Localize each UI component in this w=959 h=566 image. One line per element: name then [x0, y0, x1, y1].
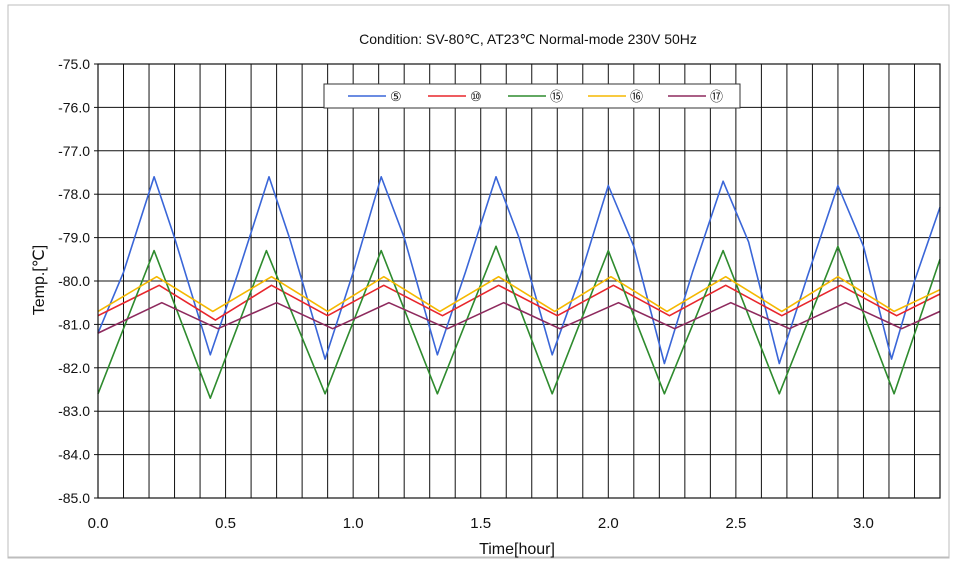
x-tick-label: 2.5 [725, 515, 746, 532]
x-tick-label: 0.0 [88, 515, 109, 532]
x-tick-label: 0.5 [215, 515, 236, 532]
series-line-4 [97, 275, 941, 313]
legend-label-5: ⑰ [710, 89, 723, 104]
y-tick-label: -79.0 [58, 230, 90, 246]
legend: ⑤ ⑩ ⑮ ⑯ ⑰ [323, 83, 741, 109]
legend-label-2: ⑩ [470, 89, 482, 104]
y-tick-label: -82.0 [58, 360, 90, 376]
legend-label-1: ⑤ [390, 89, 402, 104]
y-axis-label: Temp.[℃] [31, 245, 48, 315]
grid [98, 63, 940, 499]
legend-label-4: ⑯ [630, 89, 643, 104]
chart-title: Condition: SV-80℃, AT23℃ Normal-mode 230… [359, 31, 697, 47]
y-tick-label: -84.0 [58, 447, 90, 463]
y-tick-label: -85.0 [58, 490, 90, 506]
y-tick-label: -83.0 [58, 403, 90, 419]
y-tick-label: -77.0 [58, 143, 90, 159]
y-tick-label: -81.0 [58, 316, 90, 332]
x-tick-label: 3.0 [853, 515, 874, 532]
x-tick-label: 1.5 [470, 515, 491, 532]
x-tick-label: 2.0 [598, 515, 619, 532]
series-line-2 [97, 284, 941, 321]
series-line-5 [97, 301, 941, 334]
axes: -75.0 -76.0 -77.0 -78.0 -79.0 -80.0 -81.0 -82.0… [58, 56, 941, 532]
chart-outer-frame [7, 4, 950, 559]
series-line-1 [97, 176, 941, 365]
series-lines [97, 176, 941, 400]
y-tick-label: -75.0 [58, 56, 90, 72]
x-tick-label: 1.0 [343, 515, 364, 532]
y-tick-label: -76.0 [58, 99, 90, 115]
y-tick-label: -78.0 [58, 186, 90, 202]
legend-label-3: ⑮ [550, 89, 563, 104]
x-axis-label: Time[hour] [479, 541, 555, 558]
y-tick-label: -80.0 [58, 273, 90, 289]
